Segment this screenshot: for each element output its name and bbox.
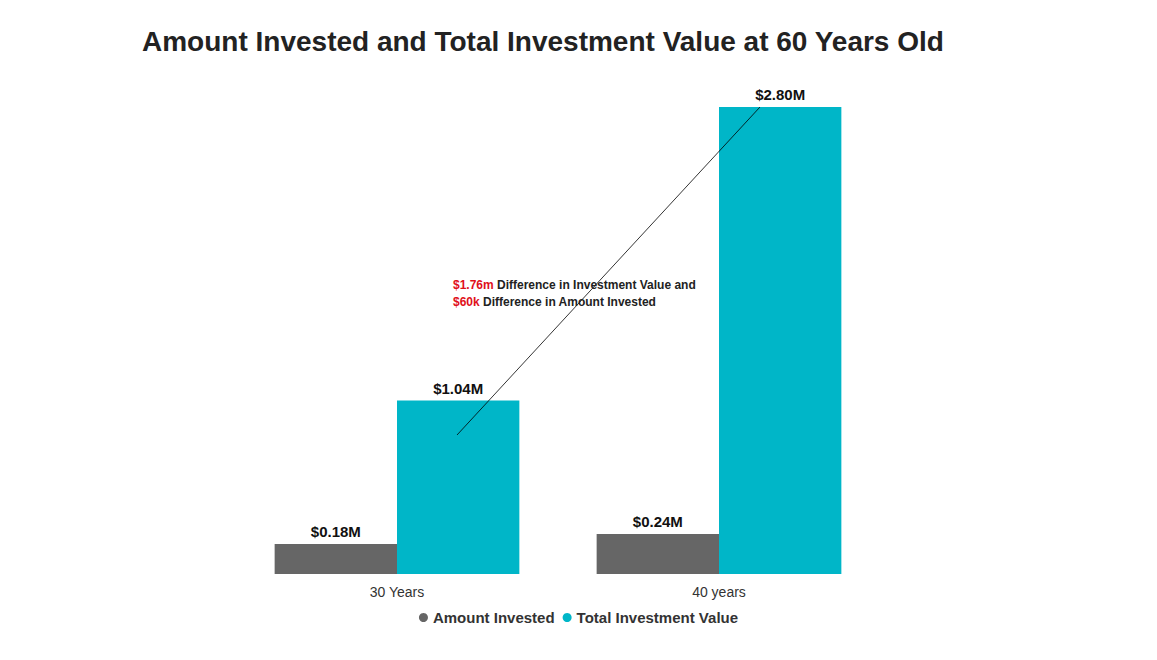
svg-text:$2.80M: $2.80M — [755, 86, 805, 103]
svg-text:$1.04M: $1.04M — [433, 380, 483, 397]
svg-text:$0.18M: $0.18M — [311, 523, 361, 540]
svg-text:Total Investment Value: Total Investment Value — [577, 609, 738, 626]
svg-text:$1.76m: $1.76m — [453, 278, 494, 292]
svg-text:$60k: $60k — [453, 295, 480, 309]
svg-text:40 years: 40 years — [692, 584, 746, 600]
svg-text:Difference in Amount Invested: Difference in Amount Invested — [480, 295, 656, 309]
svg-text:Difference in Investment Value: Difference in Investment Value and — [494, 278, 696, 292]
svg-text:$0.24M: $0.24M — [633, 513, 683, 530]
svg-text:30 Years: 30 Years — [370, 584, 425, 600]
svg-text:Amount Invested and Total Inve: Amount Invested and Total Investment Val… — [142, 26, 944, 57]
svg-text:Amount Invested: Amount Invested — [433, 609, 555, 626]
